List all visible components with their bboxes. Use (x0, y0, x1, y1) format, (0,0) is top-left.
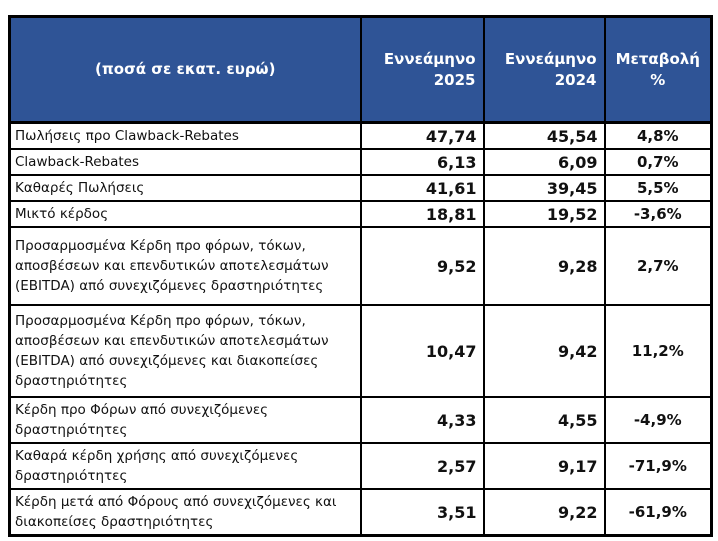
row-label-cell: Προσαρμοσμένα Κέρδη προ φόρων, τόκων, απ… (8, 304, 362, 398)
table-row: Καθαρά κέρδη χρήσης από συνεχιζόμενες δρ… (8, 442, 713, 490)
change-cell: -3,6% (603, 200, 713, 228)
change-cell: -4,9% (603, 396, 713, 444)
value-2025-cell: 2,57 (359, 442, 485, 490)
change-percent-sign: % (650, 70, 666, 89)
value-2024-cell: 9,42 (482, 304, 606, 398)
row-label-cell: Κέρδη προ Φόρων από συνεχιζόμενες δραστη… (8, 396, 362, 444)
table-row: Μικτό κέρδος 18,81 19,52 -3,6% (8, 200, 713, 228)
table-row: Προσαρμοσμένα Κέρδη προ φόρων, τόκων, απ… (8, 226, 713, 306)
value-2025-cell: 10,47 (359, 304, 485, 398)
value-2024-cell: 9,22 (482, 488, 606, 537)
table-row: Προσαρμοσμένα Κέρδη προ φόρων, τόκων, απ… (8, 304, 713, 398)
change-cell: 11,2% (603, 304, 713, 398)
change-cell: 0,7% (603, 148, 713, 176)
financial-results-table: (ποσά σε εκατ. ευρώ) Εννεάμηνο 2025 Εννε… (8, 15, 713, 537)
header-row: (ποσά σε εκατ. ευρώ) Εννεάμηνο 2025 Εννε… (8, 15, 713, 124)
table-header: (ποσά σε εκατ. ευρώ) Εννεάμηνο 2025 Εννε… (8, 15, 713, 124)
row-label-cell: Κέρδη μετά από Φόρους από συνεχιζόμενες … (8, 488, 362, 537)
row-label-cell: Καθαρά κέρδη χρήσης από συνεχιζόμενες δρ… (8, 442, 362, 490)
value-2025-cell: 3,51 (359, 488, 485, 537)
column-header-amounts-unit: (ποσά σε εκατ. ευρώ) (8, 15, 362, 124)
row-label-cell: Μικτό κέρδος (8, 200, 362, 228)
table-row: Κέρδη μετά από Φόρους από συνεχιζόμενες … (8, 488, 713, 537)
value-2025-cell: 9,52 (359, 226, 485, 306)
row-label-cell: Καθαρές Πωλήσεις (8, 174, 362, 202)
change-cell: -61,9% (603, 488, 713, 537)
change-cell: -71,9% (603, 442, 713, 490)
row-label-cell: Πωλήσεις προ Clawback-Rebates (8, 121, 362, 150)
value-2025-cell: 6,13 (359, 148, 485, 176)
unit-note-text: (ποσά σε εκατ. ευρώ) (95, 60, 276, 78)
period-2024-year: 2024 (554, 70, 597, 89)
value-2025-cell: 4,33 (359, 396, 485, 444)
financial-results-table-container: (ποσά σε εκατ. ευρώ) Εννεάμηνο 2025 Εννε… (8, 15, 713, 537)
value-2025-cell: 18,81 (359, 200, 485, 228)
value-2024-cell: 6,09 (482, 148, 606, 176)
change-cell: 5,5% (603, 174, 713, 202)
column-header-change-percent: Μεταβολή % (603, 15, 713, 124)
table-row: Κέρδη προ Φόρων από συνεχιζόμενες δραστη… (8, 396, 713, 444)
change-cell: 2,7% (603, 226, 713, 306)
value-2024-cell: 19,52 (482, 200, 606, 228)
change-cell: 4,8% (603, 121, 713, 150)
table-row: Καθαρές Πωλήσεις 41,61 39,45 5,5% (8, 174, 713, 202)
column-header-period-2024: Εννεάμηνο 2024 (482, 15, 606, 124)
value-2024-cell: 4,55 (482, 396, 606, 444)
value-2024-cell: 45,54 (482, 121, 606, 150)
column-header-period-2025: Εννεάμηνο 2025 (359, 15, 485, 124)
value-2025-cell: 41,61 (359, 174, 485, 202)
value-2024-cell: 9,28 (482, 226, 606, 306)
period-2025-label: Εννεάμηνο (383, 49, 476, 68)
table-body: Πωλήσεις προ Clawback-Rebates 47,74 45,5… (8, 121, 713, 537)
value-2024-cell: 9,17 (482, 442, 606, 490)
row-label-cell: Clawback-Rebates (8, 148, 362, 176)
table-row: Clawback-Rebates 6,13 6,09 0,7% (8, 148, 713, 176)
table-row: Πωλήσεις προ Clawback-Rebates 47,74 45,5… (8, 121, 713, 150)
period-2025-year: 2025 (433, 70, 476, 89)
value-2025-cell: 47,74 (359, 121, 485, 150)
period-2024-label: Εννεάμηνο (504, 49, 597, 68)
row-label-cell: Προσαρμοσμένα Κέρδη προ φόρων, τόκων, απ… (8, 226, 362, 306)
change-label: Μεταβολή (615, 49, 700, 68)
value-2024-cell: 39,45 (482, 174, 606, 202)
